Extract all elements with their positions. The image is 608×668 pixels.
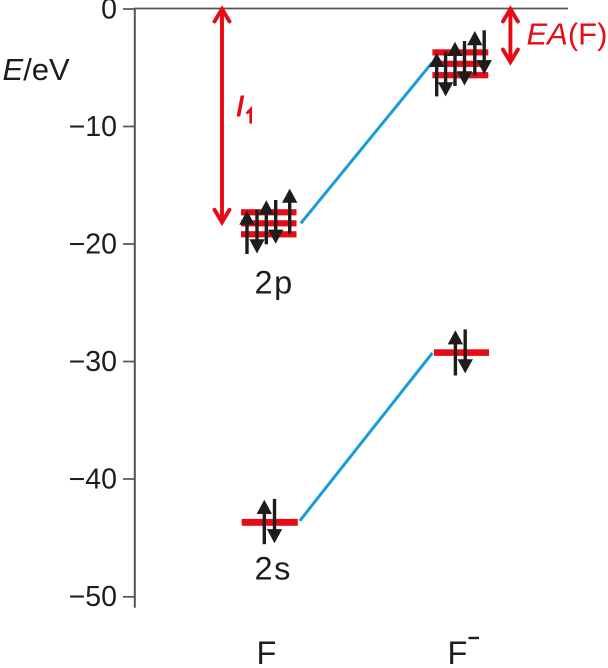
svg-text:I: I [236,91,244,123]
svg-text:−20: −20 [69,228,117,260]
svg-text:−10: −10 [69,111,117,143]
svg-text:−30: −30 [69,346,117,378]
svg-text:2p: 2p [255,265,294,301]
svg-text:−40: −40 [69,463,117,495]
svg-text:2s: 2s [255,551,292,587]
svg-text:0: 0 [101,0,117,25]
svg-text:F: F [448,635,468,668]
svg-text:EA(F): EA(F) [527,17,608,52]
svg-text:−50: −50 [69,581,117,613]
svg-text:E/eV: E/eV [3,52,71,87]
svg-text:F: F [257,635,277,668]
